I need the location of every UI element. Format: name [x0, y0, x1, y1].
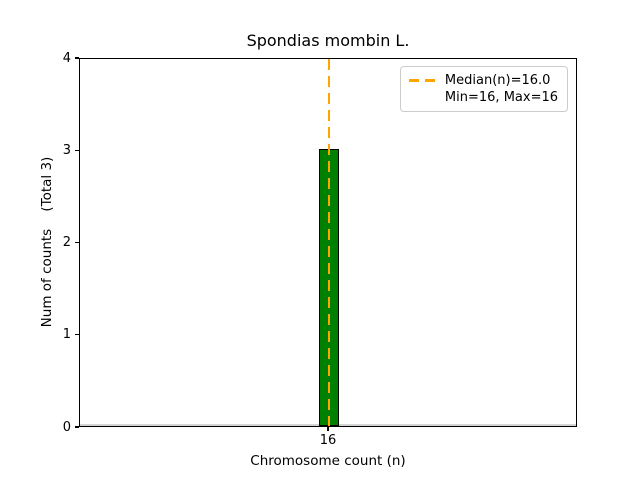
legend-median-label: Median(n)=16.0 — [444, 73, 551, 88]
legend-blank-marker — [409, 96, 436, 99]
y-tick-label: 2 — [62, 235, 71, 250]
plot-area: Median(n)=16.0 Min=16, Max=16 — [79, 58, 577, 427]
y-tick-mark — [75, 241, 79, 244]
y-tick-label: 1 — [62, 327, 71, 343]
y-tick-mark — [75, 426, 79, 428]
y-tick-mark — [75, 149, 79, 151]
y-tick-mark — [75, 57, 79, 59]
y-tick-label: 4 — [62, 50, 71, 66]
legend: Median(n)=16.0 Min=16, Max=16 — [399, 66, 568, 112]
x-tick-mark — [327, 427, 329, 431]
x-tick-label: 16 — [319, 433, 337, 448]
median-line — [327, 59, 331, 426]
y-tick-label: 0 — [62, 419, 71, 435]
y-tick-mark — [75, 334, 79, 336]
y-axis-label: Num of counts (Total 3) — [39, 156, 55, 328]
legend-entry-median: Median(n)=16.0 — [408, 72, 558, 89]
legend-minmax-label: Min=16, Max=16 — [444, 90, 558, 105]
orange-dashed-line-icon — [408, 79, 436, 82]
y-tick-label: 3 — [62, 142, 71, 158]
x-axis-label: Chromosome count (n) — [250, 453, 406, 469]
legend-entry-minmax: Min=16, Max=16 — [409, 89, 558, 106]
chart-title: Spondias mombin L. — [246, 31, 410, 50]
